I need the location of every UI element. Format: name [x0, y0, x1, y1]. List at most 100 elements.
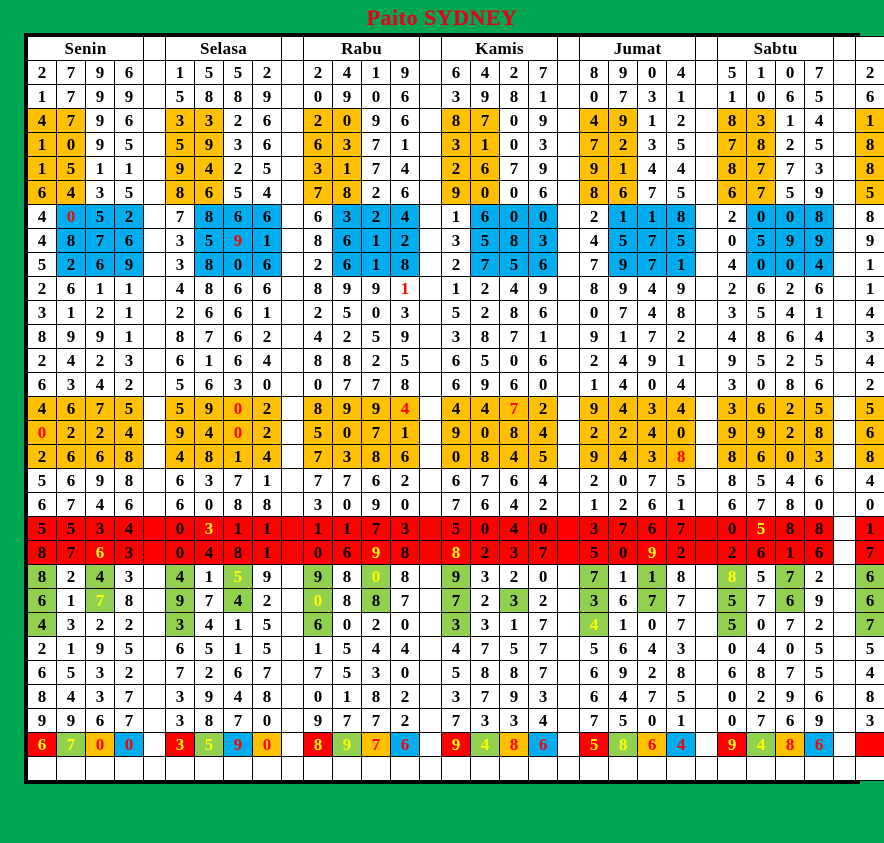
digit-cell: 9	[804, 180, 835, 205]
column-spacer-cell	[143, 708, 167, 733]
digit-cell: 2	[775, 276, 806, 301]
digit-cell: 7	[194, 324, 225, 349]
digit-cell: 2	[390, 468, 421, 493]
digit-cell: 3	[528, 684, 559, 709]
digit-cell: 6	[441, 60, 472, 85]
digit-cell: 6	[223, 204, 254, 229]
digit-cell: 6	[746, 444, 777, 469]
digit-cell: 2	[361, 348, 392, 373]
digit-cell: 6	[390, 84, 421, 109]
digit-cell: 7	[470, 636, 501, 661]
digit-cell: 9	[361, 396, 392, 421]
column-spacer-cell	[281, 204, 305, 229]
column-spacer-cell	[695, 372, 719, 397]
digit-cell: 4	[499, 276, 530, 301]
digit-cell: 1	[361, 252, 392, 277]
digit-cell: 7	[441, 492, 472, 517]
digit-cell: 6	[441, 468, 472, 493]
digit-cell: 1	[303, 516, 334, 541]
digit-cell: 5	[252, 156, 283, 181]
column-spacer-cell	[419, 636, 443, 661]
digit-cell: 3	[441, 228, 472, 253]
digit-cell: 6	[441, 348, 472, 373]
digit-cell: 3	[223, 132, 254, 157]
digit-cell: 6	[303, 132, 334, 157]
digit-cell: 2	[252, 396, 283, 421]
digit-cell: 2	[528, 588, 559, 613]
digit-cell: 6	[528, 252, 559, 277]
digit-cell: 1	[85, 276, 115, 301]
column-spacer-cell	[833, 444, 857, 469]
column-spacer-cell	[281, 708, 305, 733]
digit-cell: 8	[775, 732, 806, 757]
digit-cell: 1	[252, 468, 283, 493]
column-spacer-cell	[419, 708, 443, 733]
digit-cell: 6	[637, 492, 668, 517]
digit-cell: 5	[804, 660, 835, 685]
digit-cell	[194, 756, 225, 781]
digit-cell: 8	[303, 732, 334, 757]
digit-cell: 1	[470, 132, 501, 157]
digit-cell: 8	[746, 660, 777, 685]
digit-cell: 3	[637, 444, 668, 469]
column-spacer-cell	[143, 252, 167, 277]
column-spacer-cell	[281, 132, 305, 157]
digit-cell: 3	[303, 156, 334, 181]
digit-cell: 1	[855, 108, 884, 133]
column-spacer-cell	[281, 252, 305, 277]
digit-cell: 2	[775, 420, 806, 445]
digit-cell: 2	[113, 612, 145, 637]
digit-cell: 2	[252, 420, 283, 445]
digit-cell: 2	[804, 564, 835, 589]
digit-cell: 3	[85, 180, 115, 205]
digit-cell: 5	[27, 468, 57, 493]
digit-cell: 9	[441, 564, 472, 589]
digit-cell: 1	[666, 348, 697, 373]
digit-cell: 5	[303, 420, 334, 445]
digit-cell: 6	[775, 84, 806, 109]
column-spacer-cell	[419, 60, 443, 85]
digit-cell: 5	[746, 516, 777, 541]
digit-cell: 9	[390, 60, 421, 85]
digit-cell: 4	[27, 396, 57, 421]
digit-cell: 3	[441, 84, 472, 109]
digit-cell: 3	[528, 132, 559, 157]
column-spacer-cell	[419, 612, 443, 637]
column-spacer-cell	[557, 660, 581, 685]
digit-cell: 8	[441, 108, 472, 133]
digit-cell: 4	[390, 396, 421, 421]
digit-cell: 4	[855, 300, 884, 325]
digit-cell: 4	[470, 396, 501, 421]
digit-cell: 9	[56, 324, 86, 349]
column-spacer-cell	[557, 756, 581, 781]
column-spacer-cell	[281, 444, 305, 469]
digit-cell: 9	[85, 468, 115, 493]
digit-cell: 4	[499, 516, 530, 541]
digit-cell: 7	[717, 132, 748, 157]
digit-cell: 5	[252, 612, 283, 637]
digit-cell: 5	[804, 636, 835, 661]
digit-cell: 2	[252, 588, 283, 613]
digit-cell: 6	[528, 180, 559, 205]
digit-cell: 6	[608, 588, 639, 613]
column-spacer-cell	[281, 300, 305, 325]
digit-cell: 4	[775, 300, 806, 325]
digit-cell: 6	[56, 444, 86, 469]
column-spacer-cell	[833, 492, 857, 517]
column-spacer-cell	[695, 684, 719, 709]
column-spacer-cell	[419, 180, 443, 205]
digit-cell: 0	[303, 84, 334, 109]
column-spacer-cell	[695, 588, 719, 613]
digit-cell: 7	[390, 588, 421, 613]
column-header-spacer	[143, 36, 167, 61]
digit-cell: 4	[637, 300, 668, 325]
digit-cell: 0	[56, 204, 86, 229]
digit-cell: 6	[855, 588, 884, 613]
